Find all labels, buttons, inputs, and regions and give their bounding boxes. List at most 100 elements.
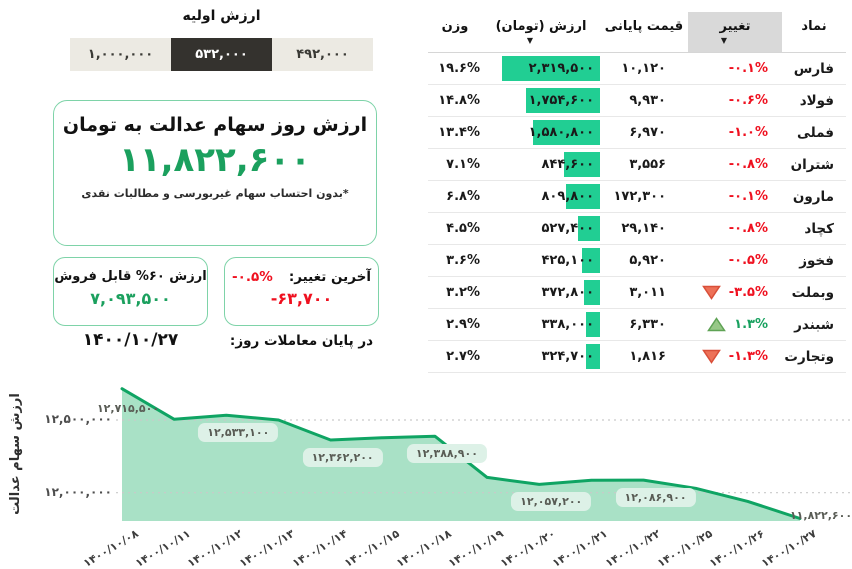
- table-row: کچاد -۰.۸% ۲۹,۱۴۰ ۵۲۷,۴۰۰ ۴.۵%: [428, 213, 846, 245]
- value-bar: [565, 184, 600, 209]
- change-down-triangle-icon: [701, 285, 721, 300]
- table-row: مارون -۰.۱% ۱۷۲,۳۰۰ ۸۰۹,۸۰۰ ۶.۸%: [428, 181, 846, 213]
- value-cell: ۵۲۷,۴۰۰: [482, 213, 600, 244]
- close-price-cell: ۶,۹۷۰: [629, 125, 666, 140]
- change-down-triangle-icon: [701, 349, 721, 364]
- value-bar: [525, 88, 600, 113]
- table-row: فولاد -۰.۶% ۹,۹۳۰ ۱,۷۵۴,۶۰۰ ۱۴.۸%: [428, 85, 846, 117]
- weight-cell: ۱۳.۴%: [438, 125, 480, 140]
- col-header-value[interactable]: ارزش (تومان) ▼: [482, 12, 600, 52]
- value-bar: [533, 120, 600, 145]
- data-point-label: ۱۲,۳۸۸,۹۰۰: [406, 444, 487, 464]
- change-cell: -۰.۸%: [728, 221, 768, 236]
- symbol-cell: شبندر: [794, 316, 834, 333]
- close-price-cell: ۱۰,۱۲۰: [621, 61, 666, 76]
- weight-cell: ۷.۱%: [446, 157, 480, 172]
- value-bar: [586, 344, 600, 369]
- value-cell: ۳۷۲,۸۰۰: [482, 277, 600, 308]
- table-row: شبندر ۱.۳% ۶,۳۳۰ ۳۳۸,۰۰۰ ۲.۹%: [428, 309, 846, 341]
- weight-cell: ۶.۸%: [446, 189, 480, 204]
- close-price-cell: ۳,۰۱۱: [629, 285, 666, 300]
- change-cell: -۰.۸%: [728, 157, 768, 172]
- change-cell: -۱.۰%: [728, 125, 768, 140]
- value-bar: [577, 216, 600, 241]
- close-price-cell: ۳,۵۵۶: [629, 157, 666, 172]
- data-point-label: ۱۲,۳۶۲,۲۰۰: [302, 448, 383, 468]
- value-bar: [582, 248, 600, 273]
- data-point-label: ۱۲,۵۳۳,۱۰۰: [198, 423, 279, 443]
- symbol-cell: شتران: [790, 156, 834, 173]
- change-cell: -۳.۵%: [688, 285, 782, 300]
- weight-cell: ۳.۶%: [446, 253, 480, 268]
- table-row: فخوز -۰.۵% ۵,۹۲۰ ۴۲۵,۱۰۰ ۳.۶%: [428, 245, 846, 277]
- change-cell: ۱.۳%: [688, 317, 782, 332]
- symbol-cell: فارس: [793, 60, 834, 77]
- value-cell: ۱,۷۵۴,۶۰۰: [482, 85, 600, 116]
- symbol-cell: فخوز: [799, 252, 834, 269]
- initial-value-tabs: ۱,۰۰۰,۰۰۰ ۵۳۲,۰۰۰ ۴۹۲,۰۰۰: [70, 38, 373, 71]
- close-price-cell: ۹,۹۳۰: [629, 93, 666, 108]
- sort-caret-down-icon[interactable]: ▼: [526, 36, 534, 45]
- end-of-day-label: در پایان معاملات روز:: [229, 333, 374, 349]
- close-price-cell: ۶,۳۳۰: [629, 317, 666, 332]
- weight-cell: ۲.۹%: [446, 317, 480, 332]
- symbol-cell: وتجارت: [784, 348, 834, 365]
- col-header-change-label: تغییر: [719, 19, 751, 34]
- stocks-table-header: نماد تغییر ▼ قیمت پایانی ارزش (تومان) ▼ …: [428, 12, 846, 53]
- symbol-cell: مارون: [792, 188, 834, 205]
- stocks-table-body: فارس -۰.۱% ۱۰,۱۲۰ ۲,۳۱۹,۵۰۰ ۱۹.۶% فولاد -۰.۶% ۹…: [428, 53, 846, 373]
- weight-cell: ۱۴.۸%: [438, 93, 480, 108]
- symbol-cell: فولاد: [799, 92, 834, 109]
- tab-initial-1000000[interactable]: ۱,۰۰۰,۰۰۰: [87, 47, 154, 62]
- close-price-cell: ۱۷۲,۳۰۰: [613, 189, 666, 204]
- value-cell: ۳۳۸,۰۰۰: [482, 309, 600, 340]
- change-up-triangle-icon: [707, 317, 727, 332]
- weight-cell: ۳.۲%: [446, 285, 480, 300]
- value-cell: ۳۲۴,۷۰۰: [482, 341, 600, 372]
- change-cell: -۰.۱%: [728, 189, 768, 204]
- col-header-weight: وزن: [441, 19, 469, 34]
- last-change-label: آخرین تغییر:: [288, 269, 371, 285]
- y-tick-label: ۱۲,۰۰۰,۰۰۰: [44, 484, 112, 499]
- col-header-value-label: ارزش (تومان): [495, 19, 587, 34]
- value-cell: ۴۲۵,۱۰۰: [482, 245, 600, 276]
- today-value-title: ارزش روز سهام عدالت به تومان: [62, 114, 368, 136]
- change-cell: -۱.۳%: [688, 349, 782, 364]
- table-row: فارس -۰.۱% ۱۰,۱۲۰ ۲,۳۱۹,۵۰۰ ۱۹.۶%: [428, 53, 846, 85]
- symbol-cell: وبملت: [791, 284, 834, 301]
- sellable-value-label: ارزش ۶۰% قابل فروش: [54, 269, 207, 284]
- data-point-label: ۱۲,۰۸۶,۹۰۰: [615, 488, 696, 508]
- sort-caret-down-icon[interactable]: ▼: [720, 36, 728, 45]
- col-header-symbol: نماد: [801, 19, 827, 34]
- weight-cell: ۴.۵%: [446, 221, 480, 236]
- value-cell: ۲,۳۱۹,۵۰۰: [482, 53, 600, 84]
- initial-value-title: ارزش اولیه: [182, 8, 261, 24]
- value-cell: ۸۰۹,۸۰۰: [482, 181, 600, 212]
- tab-initial-532000[interactable]: ۵۳۲,۰۰۰: [171, 38, 272, 71]
- close-price-cell: ۱,۸۱۶: [629, 349, 666, 364]
- data-point-label: ۱۲,۷۱۵,۵۰۰: [96, 401, 160, 415]
- data-point-label: ۱۲,۰۵۷,۲۰۰: [511, 492, 592, 512]
- value-bar: [564, 152, 600, 177]
- symbol-cell: کچاد: [804, 220, 834, 237]
- table-row: شتران -۰.۸% ۳,۵۵۶ ۸۴۴,۶۰۰ ۷.۱%: [428, 149, 846, 181]
- value-cell: ۱,۵۸۰,۸۰۰: [482, 117, 600, 148]
- weight-cell: ۲.۷%: [446, 349, 480, 364]
- value-bar: [502, 56, 600, 81]
- close-price-cell: ۵,۹۲۰: [629, 253, 666, 268]
- change-cell: -۰.۱%: [728, 61, 768, 76]
- last-change-percent: -۰.۵%: [232, 269, 273, 285]
- tab-initial-492000[interactable]: ۴۹۲,۰۰۰: [296, 47, 349, 62]
- col-header-change[interactable]: تغییر ▼: [688, 12, 782, 52]
- close-price-cell: ۲۹,۱۴۰: [621, 221, 666, 236]
- value-bar: [584, 280, 600, 305]
- last-change-amount: -۶۳,۷۰۰: [270, 289, 333, 308]
- symbol-cell: فملی: [796, 124, 834, 141]
- weight-cell: ۱۹.۶%: [438, 61, 480, 76]
- table-row: فملی -۱.۰% ۶,۹۷۰ ۱,۵۸۰,۸۰۰ ۱۳.۴%: [428, 117, 846, 149]
- table-row: وتجارت -۱.۳% ۱,۸۱۶ ۳۲۴,۷۰۰ ۲.۷%: [428, 341, 846, 373]
- col-header-close-price: قیمت پایانی: [604, 19, 684, 34]
- change-cell: -۰.۶%: [728, 93, 768, 108]
- today-value-amount: ۱۱,۸۲۲,۶۰۰: [119, 140, 311, 180]
